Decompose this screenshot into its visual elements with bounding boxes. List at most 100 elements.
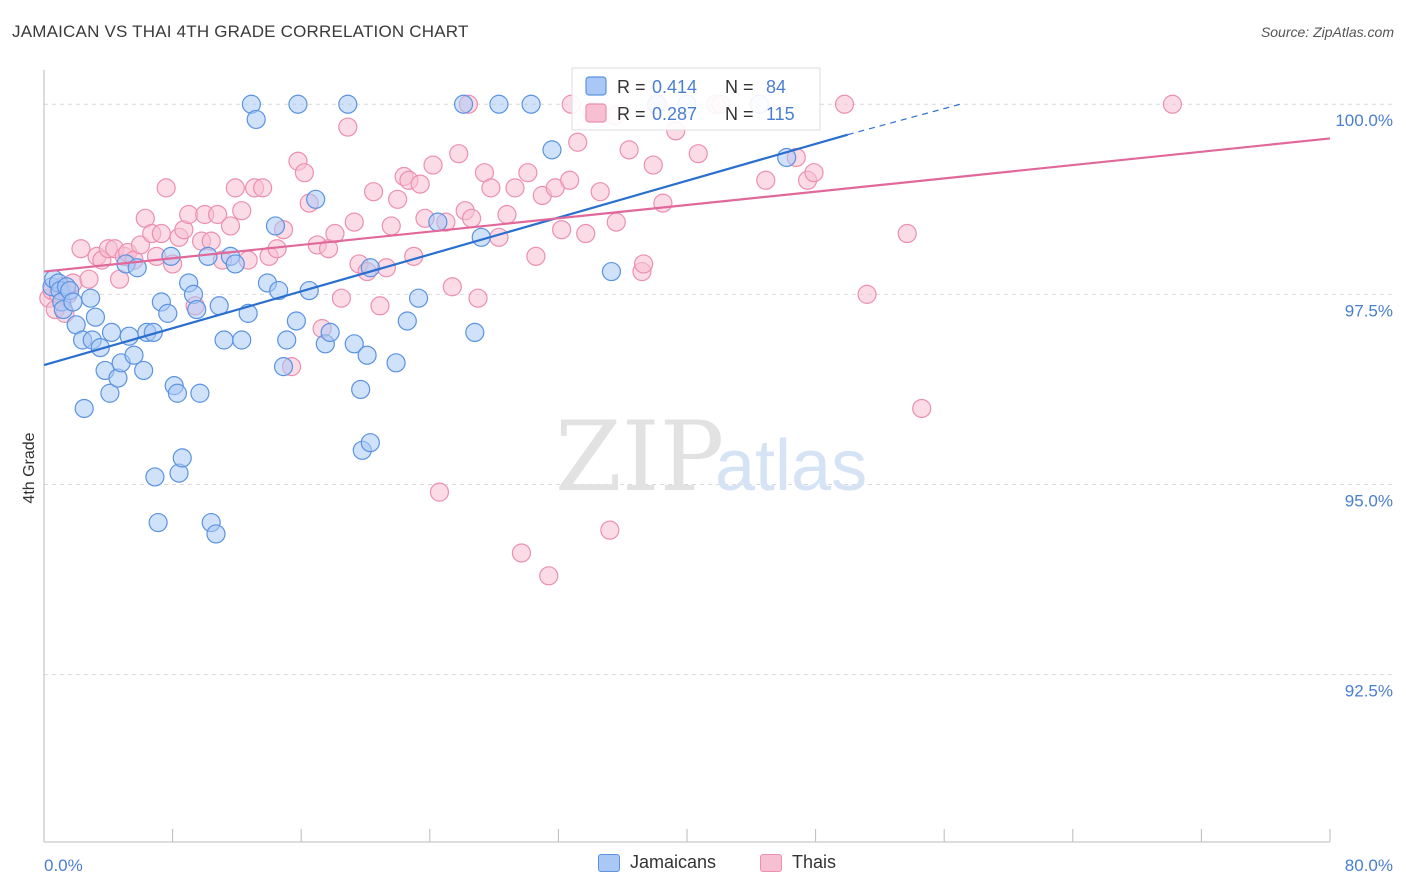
thais-point <box>253 178 273 198</box>
thais-point <box>71 239 91 259</box>
legend-r-label: R = <box>617 104 646 124</box>
thais-point <box>338 117 358 137</box>
thais-point <box>619 140 639 160</box>
legend-label-thais: Thais <box>792 852 837 872</box>
thais-point <box>606 212 626 232</box>
watermark-zip: ZIP <box>555 401 724 513</box>
legend-r-value: 0.287 <box>652 104 697 124</box>
thais-point <box>511 543 532 563</box>
legend-box <box>571 67 821 131</box>
jamaicans-point <box>338 94 358 114</box>
bottom-legend: Jamaicans Thais <box>0 852 1406 878</box>
jamaicans-point <box>408 288 429 308</box>
thais-point <box>857 284 877 304</box>
thais-point <box>897 223 917 244</box>
jamaicans-point <box>206 524 226 544</box>
tick-labels: 92.5% 95.0% 97.5% 100.0% 0.0% 80.0% <box>44 111 1393 875</box>
thais-point <box>576 223 596 244</box>
thais-point <box>388 189 408 209</box>
y-tick-label: 92.5% <box>1345 682 1393 701</box>
thais-point <box>208 204 228 225</box>
thais-point <box>633 254 654 274</box>
jamaicans-point <box>100 383 120 403</box>
legend-r-label: R = <box>617 77 646 97</box>
jamaicans-point <box>360 433 380 453</box>
thais-point <box>344 212 364 232</box>
stats-legend: R = 0.414 N = 84 R = 0.287 N = 115 <box>571 67 821 131</box>
thais-point <box>526 246 546 266</box>
thais-swatch <box>760 853 782 872</box>
jamaicans-point <box>81 288 101 308</box>
jamaicans-point <box>198 246 218 266</box>
thais-point <box>156 178 176 198</box>
jamaicans-trend-extension <box>847 103 961 136</box>
thais-point <box>653 193 673 213</box>
thais-point <box>232 201 252 221</box>
jamaicans-point <box>232 330 252 350</box>
legend-n-label: N = <box>725 77 754 97</box>
thais-point <box>756 170 776 190</box>
legend-swatch-blue <box>585 76 607 96</box>
jamaicans-point <box>286 311 306 331</box>
y-axis-label: 4th Grade <box>21 432 38 503</box>
thais-point <box>220 216 241 236</box>
thais-point <box>590 182 610 202</box>
jamaicans-point <box>158 303 178 323</box>
jamaicans-point <box>397 311 417 331</box>
y-tick-label: 97.5% <box>1345 301 1393 320</box>
y-tick-label: 95.0% <box>1345 492 1393 511</box>
thais-point <box>410 174 430 194</box>
thais-point <box>449 144 469 164</box>
jamaicans-point <box>246 109 266 130</box>
x-tick-label-max: 80.0% <box>1345 856 1393 875</box>
thais-trend-line <box>43 137 1331 273</box>
jamaicans-point <box>143 322 163 343</box>
thais-point <box>481 178 501 198</box>
thais-point <box>688 144 708 164</box>
jamaicans-swatch <box>598 853 620 872</box>
thais-point <box>552 220 572 240</box>
chart-title: JAMAICAN VS THAI 4TH GRADE CORRELATION C… <box>12 22 469 41</box>
jamaicans-point <box>161 246 181 266</box>
jamaicans-point <box>277 330 297 350</box>
jamaicans-trend-line <box>43 133 849 367</box>
legend-label-jamaicans: Jamaicans <box>630 852 717 872</box>
jamaicans-point <box>148 512 168 533</box>
legend-item-thais[interactable]: Thais <box>760 852 836 873</box>
jamaicans-point <box>124 345 144 365</box>
jamaicans-point <box>214 330 234 350</box>
source-label: Source: ZipAtlas.com <box>1260 24 1394 40</box>
jamaicans-point <box>306 189 326 209</box>
thais-point <box>130 235 151 255</box>
jamaicans-point <box>190 383 210 403</box>
jamaicans-point <box>269 280 289 301</box>
thais-point <box>381 216 401 236</box>
legend-n-value: 84 <box>766 77 786 97</box>
thais-point <box>429 482 450 502</box>
jamaicans-point <box>63 292 83 312</box>
trend-lines <box>43 103 1331 367</box>
thais-point <box>600 520 620 540</box>
thais-point <box>468 288 488 308</box>
thais-point <box>834 94 855 114</box>
jamaicans-point <box>386 353 406 373</box>
jamaicans-point <box>601 261 622 282</box>
jamaicans-point <box>85 307 106 327</box>
thais-point <box>539 566 559 586</box>
thais-point <box>518 163 538 183</box>
jamaicans-point <box>428 212 448 232</box>
jamaicans-point <box>357 345 377 365</box>
thais-point <box>804 163 824 183</box>
legend-item-jamaicans[interactable]: Jamaicans <box>598 852 716 873</box>
y-tick-label: 100.0% <box>1335 111 1393 130</box>
jamaicans-point <box>542 140 562 160</box>
jamaicans-point <box>344 334 364 354</box>
thais-point <box>79 269 99 289</box>
thais-point <box>505 178 525 198</box>
thais-point <box>442 277 462 297</box>
jamaicans-point <box>225 254 245 274</box>
thais-point <box>179 204 199 225</box>
legend-n-label: N = <box>725 104 754 124</box>
jamaicans-point <box>273 357 294 377</box>
